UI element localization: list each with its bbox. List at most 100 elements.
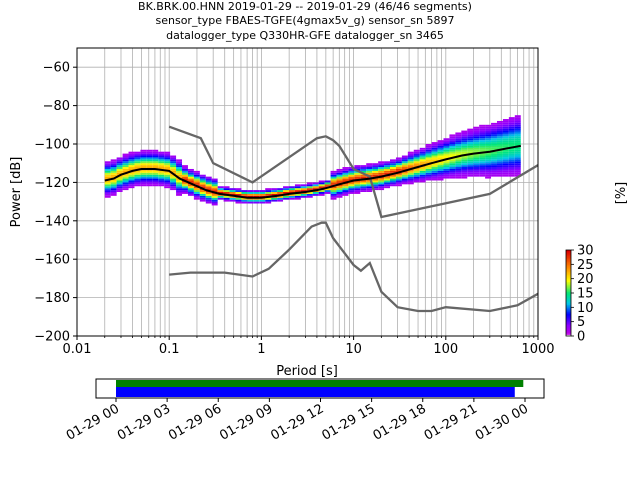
heatmap-cell: [176, 167, 183, 169]
heatmap-cell: [413, 157, 420, 160]
heatmap-cell: [134, 180, 141, 183]
x-tick-label: 1: [257, 342, 265, 357]
heatmap-cell: [366, 182, 373, 185]
heatmap-cell: [485, 134, 492, 137]
heatmap-cell: [455, 172, 462, 175]
heatmap-cell: [384, 178, 391, 181]
heatmap-cell: [384, 170, 391, 173]
heatmap-cell: [348, 167, 355, 169]
heatmap-cell: [199, 186, 206, 189]
heatmap-cell: [485, 159, 492, 162]
heatmap-cell: [348, 188, 355, 191]
heatmap-cell: [348, 172, 355, 175]
heatmap-cell: [467, 168, 474, 171]
heatmap-cell: [193, 180, 200, 183]
heatmap-cell: [134, 159, 141, 162]
heatmap-cell: [164, 163, 171, 166]
colorbar-swatch: [566, 270, 571, 272]
heatmap-cell: [128, 178, 135, 181]
heatmap-cell: [170, 178, 177, 181]
heatmap-cell: [176, 190, 183, 192]
heatmap-cell: [265, 199, 272, 202]
heatmap-cell: [134, 182, 141, 185]
heatmap-cell: [485, 128, 492, 131]
heatmap-cell: [419, 147, 426, 150]
heatmap-cell: [496, 124, 503, 127]
heatmap-cell: [479, 134, 486, 137]
heatmap-cell: [496, 151, 503, 154]
heatmap-cell: [134, 165, 141, 168]
heatmap-cell: [496, 122, 503, 125]
heatmap-cell: [122, 178, 129, 181]
heatmap-cell: [199, 195, 206, 198]
heatmap-cell: [431, 153, 438, 156]
heatmap-cell: [455, 159, 462, 162]
heatmap-cell: [467, 132, 474, 135]
title-line-2: sensor_type FBAES-TGFE(4gmax5v_g) sensor…: [156, 14, 455, 27]
heatmap-cell: [431, 170, 438, 173]
heatmap-cell: [443, 170, 450, 173]
heatmap-cell: [395, 168, 402, 171]
heatmap-cell: [473, 138, 480, 141]
heatmap-cell: [485, 163, 492, 166]
heatmap-cell: [485, 176, 492, 179]
heatmap-cell: [128, 159, 135, 162]
heatmap-cell: [485, 124, 492, 127]
heatmap-cell: [461, 138, 468, 141]
heatmap-cell: [485, 144, 492, 146]
heatmap-cell: [508, 120, 515, 123]
heatmap-cell: [502, 134, 509, 137]
heatmap-cell: [366, 172, 373, 175]
heatmap-cell: [176, 180, 183, 183]
heatmap-cell: [348, 176, 355, 179]
heatmap-cell: [140, 159, 147, 162]
heatmap-cell: [336, 188, 343, 191]
heatmap-cell: [187, 178, 194, 181]
heatmap-cell: [176, 182, 183, 185]
heatmap-cell: [485, 174, 492, 177]
heatmap-cell: [158, 172, 165, 175]
heatmap-cell: [300, 184, 307, 187]
heatmap-cell: [128, 176, 135, 179]
heatmap-cell: [485, 157, 492, 160]
heatmap-cell: [140, 149, 147, 152]
heatmap-cell: [514, 159, 521, 162]
heatmap-cell: [146, 180, 153, 183]
heatmap-cell: [182, 190, 188, 192]
heatmap-cell: [164, 157, 171, 160]
heatmap-cell: [514, 115, 521, 118]
colorbar-swatch: [566, 272, 571, 275]
coverage-tick-label: 01-29 18: [371, 401, 429, 443]
heatmap-cell: [395, 167, 402, 169]
heatmap-cell: [247, 201, 254, 204]
heatmap-cell: [461, 163, 468, 166]
heatmap-cell: [508, 167, 515, 169]
heatmap-cell: [176, 186, 183, 189]
colorbar-swatch: [566, 314, 571, 317]
heatmap-cell: [449, 168, 456, 171]
heatmap-cell: [300, 195, 307, 198]
heatmap-cell: [496, 136, 503, 139]
heatmap-cell: [467, 128, 474, 131]
heatmap-cell: [508, 128, 515, 131]
heatmap-cell: [283, 186, 289, 189]
colorbar-swatch: [566, 330, 571, 333]
heatmap-cell: [110, 182, 117, 185]
heatmap-cell: [419, 174, 426, 177]
heatmap-cell: [170, 155, 177, 158]
heatmap-cell: [372, 186, 379, 189]
heatmap-cell: [128, 168, 135, 171]
heatmap-cell: [235, 188, 242, 191]
heatmap-cell: [253, 201, 260, 204]
heatmap-cell: [431, 178, 438, 181]
heatmap-cell: [146, 165, 153, 168]
colorbar-swatch: [566, 333, 571, 336]
high-noise-model-line: [168, 125, 538, 219]
heatmap-cell: [205, 180, 212, 183]
heatmap-cell: [431, 176, 438, 179]
heatmap-cell: [502, 157, 509, 160]
heatmap-cell: [146, 184, 153, 187]
heatmap-cell: [496, 165, 503, 168]
heatmap-cell: [241, 193, 248, 196]
heatmap-cell: [485, 145, 492, 148]
